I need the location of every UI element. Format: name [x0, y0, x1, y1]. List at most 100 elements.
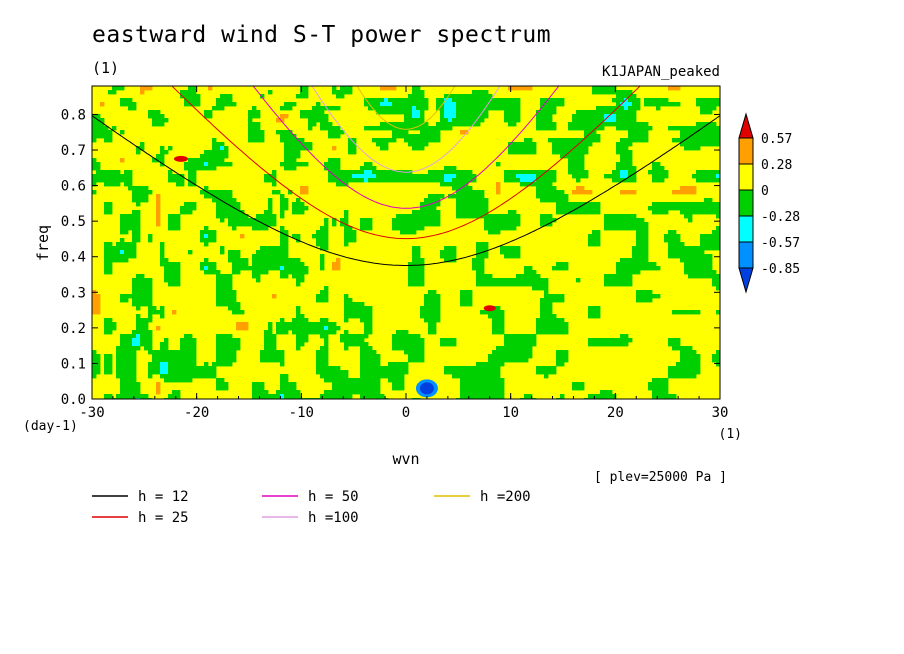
field-cell — [456, 118, 461, 123]
field-cell — [136, 282, 141, 287]
field-cell — [640, 266, 645, 271]
field-cell — [172, 350, 177, 355]
field-cell — [224, 286, 229, 291]
field-cell — [332, 86, 337, 91]
field-cell — [480, 310, 485, 315]
field-cell — [104, 322, 109, 327]
field-cell — [144, 198, 149, 203]
field-cell — [644, 298, 649, 303]
field-cell — [380, 110, 385, 115]
field-cell — [348, 314, 353, 319]
field-cell — [520, 350, 525, 355]
field-cell — [544, 322, 549, 327]
field-cell — [652, 262, 657, 267]
field-cell — [580, 126, 585, 131]
field-cell — [220, 354, 225, 359]
field-cell — [660, 170, 665, 175]
field-cell — [712, 246, 717, 251]
field-cell — [624, 174, 629, 179]
field-cell — [240, 266, 245, 271]
field-cell — [188, 182, 193, 187]
field-cell — [360, 362, 365, 367]
field-cell — [376, 178, 381, 183]
field-cell — [304, 266, 309, 271]
field-cell — [432, 210, 437, 215]
field-cell — [384, 142, 389, 147]
field-cell — [624, 90, 629, 95]
field-cell — [556, 194, 561, 199]
field-cell — [632, 262, 637, 267]
field-cell — [464, 374, 469, 379]
field-cell — [580, 118, 585, 123]
field-cell — [364, 226, 369, 231]
field-cell — [460, 186, 465, 191]
field-cell — [668, 86, 673, 91]
field-cell — [424, 202, 429, 207]
y-tick-label: 0.5 — [61, 214, 86, 230]
field-cell — [148, 370, 153, 375]
field-cell — [436, 306, 441, 311]
field-cell — [192, 350, 197, 355]
field-cell — [320, 366, 325, 371]
field-cell — [692, 130, 697, 135]
field-cell — [472, 106, 477, 111]
field-cell — [296, 274, 301, 279]
field-cell — [164, 342, 169, 347]
field-cell — [136, 186, 141, 191]
field-cell — [700, 102, 705, 107]
field-cell — [128, 214, 133, 219]
field-cell — [376, 394, 381, 399]
field-cell — [220, 346, 225, 351]
field-cell — [460, 210, 465, 215]
field-cell — [608, 342, 613, 347]
field-cell — [252, 390, 257, 395]
field-cell — [332, 394, 337, 399]
field-cell — [628, 134, 633, 139]
field-cell — [256, 134, 261, 139]
field-cell — [440, 338, 445, 343]
field-cell — [488, 102, 493, 107]
field-cell — [448, 166, 453, 171]
field-cell — [344, 310, 349, 315]
field-cell — [416, 226, 421, 231]
field-cell — [428, 222, 433, 227]
field-cell — [464, 194, 469, 199]
field-cell — [396, 382, 401, 387]
field-cell — [176, 362, 181, 367]
field-cell — [204, 234, 209, 239]
field-cell — [576, 114, 581, 119]
field-cell — [704, 246, 709, 251]
field-cell — [588, 122, 593, 127]
field-cell — [96, 170, 101, 175]
field-cell — [532, 282, 537, 287]
field-cell — [252, 222, 257, 227]
field-cell — [492, 314, 497, 319]
field-cell — [296, 142, 301, 147]
field-cell — [376, 378, 381, 383]
field-cell — [276, 354, 281, 359]
field-cell — [352, 170, 357, 175]
field-cell — [580, 150, 585, 155]
field-cell — [528, 338, 533, 343]
field-cell — [108, 246, 113, 251]
field-cell — [644, 258, 649, 263]
field-cell — [148, 234, 153, 239]
field-cell — [92, 366, 97, 371]
field-cell — [104, 354, 109, 359]
field-cell — [432, 178, 437, 183]
field-cell — [696, 366, 701, 371]
field-cell — [612, 214, 617, 219]
field-cell — [176, 274, 181, 279]
field-cell — [512, 98, 517, 103]
field-cell — [492, 106, 497, 111]
field-cell — [716, 234, 720, 239]
field-cell — [564, 358, 569, 363]
field-cell — [344, 302, 349, 307]
field-cell — [692, 274, 697, 279]
field-cell — [136, 346, 141, 351]
field-cell — [228, 302, 233, 307]
field-cell — [712, 130, 717, 135]
field-cell — [272, 262, 277, 267]
field-cell — [388, 126, 393, 131]
field-cell — [144, 282, 149, 287]
